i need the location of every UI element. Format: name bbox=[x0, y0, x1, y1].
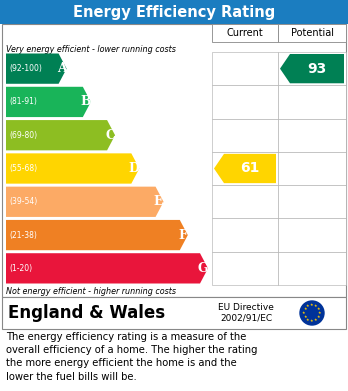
Polygon shape bbox=[280, 54, 344, 83]
Text: G: G bbox=[198, 262, 208, 275]
Text: C: C bbox=[105, 129, 115, 142]
Bar bbox=[212, 252, 278, 285]
Text: ★: ★ bbox=[310, 319, 314, 323]
Text: 93: 93 bbox=[307, 62, 327, 75]
Text: ★: ★ bbox=[317, 307, 321, 311]
Bar bbox=[212, 85, 278, 118]
Text: ★: ★ bbox=[314, 304, 318, 308]
Bar bbox=[212, 52, 278, 85]
Bar bbox=[212, 118, 278, 152]
Polygon shape bbox=[6, 120, 115, 151]
Text: (39-54): (39-54) bbox=[9, 197, 37, 206]
Text: ★: ★ bbox=[314, 318, 318, 322]
Bar bbox=[278, 118, 346, 152]
Text: ★: ★ bbox=[303, 307, 307, 311]
Text: Current: Current bbox=[227, 28, 263, 38]
Bar bbox=[278, 219, 346, 252]
Text: ★: ★ bbox=[302, 311, 306, 315]
Bar bbox=[278, 24, 346, 42]
Text: A: A bbox=[57, 62, 66, 75]
Text: (81-91): (81-91) bbox=[9, 97, 37, 106]
Bar bbox=[2, 297, 346, 329]
Text: D: D bbox=[129, 162, 140, 175]
Text: (69-80): (69-80) bbox=[9, 131, 37, 140]
Text: ★: ★ bbox=[317, 315, 321, 319]
Text: ★: ★ bbox=[306, 304, 310, 308]
Text: ★: ★ bbox=[306, 318, 310, 322]
Bar bbox=[278, 152, 346, 185]
Text: Potential: Potential bbox=[291, 28, 333, 38]
Bar bbox=[278, 85, 346, 118]
Text: (92-100): (92-100) bbox=[9, 64, 42, 73]
Circle shape bbox=[300, 301, 324, 325]
Bar bbox=[212, 185, 278, 219]
Polygon shape bbox=[6, 220, 188, 250]
Polygon shape bbox=[6, 253, 208, 283]
Text: ★: ★ bbox=[318, 311, 322, 315]
Text: 61: 61 bbox=[240, 161, 260, 176]
Text: F: F bbox=[179, 229, 187, 242]
Text: ★: ★ bbox=[303, 315, 307, 319]
Bar bbox=[0, 0, 348, 24]
Text: ★: ★ bbox=[310, 303, 314, 307]
Text: EU Directive
2002/91/EC: EU Directive 2002/91/EC bbox=[218, 303, 274, 323]
Text: (1-20): (1-20) bbox=[9, 264, 32, 273]
Text: Not energy efficient - higher running costs: Not energy efficient - higher running co… bbox=[6, 287, 176, 296]
Text: The energy efficiency rating is a measure of the
overall efficiency of a home. T: The energy efficiency rating is a measur… bbox=[6, 332, 258, 382]
Text: England & Wales: England & Wales bbox=[8, 304, 165, 322]
Text: Very energy efficient - lower running costs: Very energy efficient - lower running co… bbox=[6, 45, 176, 54]
Text: (21-38): (21-38) bbox=[9, 231, 37, 240]
Bar bbox=[212, 24, 278, 42]
Bar bbox=[2, 24, 346, 297]
Polygon shape bbox=[214, 154, 276, 183]
Text: (55-68): (55-68) bbox=[9, 164, 37, 173]
Bar bbox=[278, 52, 346, 85]
Text: Energy Efficiency Rating: Energy Efficiency Rating bbox=[73, 5, 275, 20]
Bar bbox=[212, 219, 278, 252]
Polygon shape bbox=[6, 54, 66, 84]
Bar bbox=[212, 152, 278, 185]
Polygon shape bbox=[6, 87, 91, 117]
Polygon shape bbox=[6, 153, 139, 184]
Text: B: B bbox=[80, 95, 91, 108]
Bar bbox=[278, 185, 346, 219]
Bar bbox=[278, 252, 346, 285]
Text: E: E bbox=[154, 195, 163, 208]
Polygon shape bbox=[6, 187, 164, 217]
